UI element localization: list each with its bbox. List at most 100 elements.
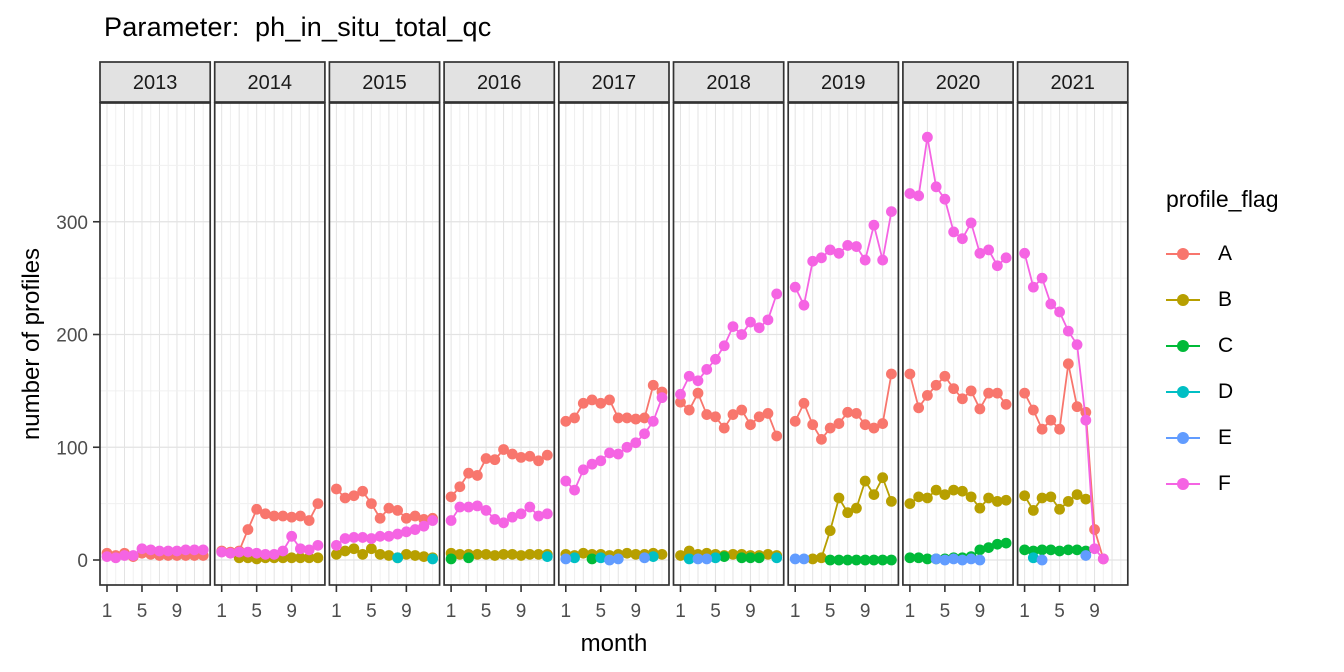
x-tick-label: 1 bbox=[102, 601, 113, 622]
x-tick-label: 1 bbox=[216, 601, 227, 622]
data-point bbox=[357, 532, 369, 543]
data-point bbox=[348, 490, 360, 502]
data-point bbox=[630, 548, 642, 560]
data-point bbox=[868, 422, 880, 434]
data-point bbox=[400, 526, 412, 538]
facet-strip bbox=[213, 61, 326, 103]
data-point bbox=[1089, 524, 1100, 535]
data-point bbox=[171, 545, 183, 557]
data-point bbox=[560, 475, 572, 487]
series-D bbox=[683, 552, 783, 565]
series-B bbox=[904, 484, 1012, 514]
x-tick-label: 1 bbox=[331, 601, 342, 622]
data-point bbox=[948, 553, 960, 565]
data-point bbox=[119, 550, 130, 561]
facet-strip-label: 2018 bbox=[706, 72, 751, 94]
data-point bbox=[745, 316, 756, 328]
data-point bbox=[1071, 544, 1083, 556]
data-point bbox=[242, 546, 254, 558]
data-point bbox=[1071, 489, 1083, 501]
data-point bbox=[736, 404, 748, 416]
x-tick-label: 5 bbox=[825, 601, 836, 622]
data-point bbox=[956, 554, 968, 566]
series-C bbox=[824, 554, 897, 566]
legend-entry-label: C bbox=[1218, 334, 1234, 357]
data-point bbox=[798, 397, 810, 409]
data-point bbox=[701, 553, 713, 565]
data-point bbox=[357, 548, 369, 560]
data-point bbox=[331, 548, 342, 560]
data-point bbox=[904, 188, 916, 199]
data-point bbox=[762, 314, 774, 326]
data-point bbox=[392, 528, 404, 540]
x-tick-label: 5 bbox=[137, 601, 148, 622]
data-point bbox=[745, 419, 756, 431]
series-A bbox=[445, 444, 553, 503]
data-point bbox=[454, 548, 466, 560]
chart-title: Parameter: ph_in_situ_total_qc bbox=[104, 12, 492, 42]
data-point bbox=[365, 533, 377, 544]
facet-strip-label: 2013 bbox=[133, 72, 178, 94]
data-point bbox=[692, 553, 704, 565]
data-point bbox=[833, 418, 845, 429]
panel-border bbox=[902, 102, 1014, 586]
data-point bbox=[286, 552, 298, 564]
data-point bbox=[383, 550, 395, 561]
data-point bbox=[877, 472, 889, 484]
data-point bbox=[348, 543, 360, 555]
x-tick-label: 9 bbox=[286, 601, 297, 622]
data-point bbox=[331, 539, 342, 551]
data-point bbox=[816, 433, 827, 445]
facet-2021: 2021 1 5 9 bbox=[1016, 61, 1129, 622]
data-point bbox=[1054, 423, 1065, 435]
data-point bbox=[877, 418, 889, 429]
data-point bbox=[110, 552, 122, 564]
data-point bbox=[480, 548, 492, 560]
data-point bbox=[418, 551, 430, 563]
data-point bbox=[675, 550, 686, 561]
data-point bbox=[586, 394, 598, 406]
data-point bbox=[1080, 493, 1092, 505]
series-line bbox=[1023, 363, 1105, 560]
data-point bbox=[312, 539, 324, 551]
data-point bbox=[753, 411, 765, 423]
data-point bbox=[886, 368, 897, 380]
data-point bbox=[1045, 491, 1057, 503]
data-point bbox=[303, 552, 315, 564]
data-point bbox=[197, 544, 209, 556]
data-point bbox=[515, 550, 527, 561]
data-point bbox=[595, 397, 607, 409]
data-point bbox=[675, 396, 686, 408]
data-point bbox=[904, 552, 916, 564]
data-point bbox=[454, 501, 466, 513]
data-point bbox=[621, 441, 633, 453]
y-tick-label: 0 bbox=[77, 551, 88, 572]
data-point bbox=[357, 485, 369, 497]
facet-2018: 2018 1 5 9 bbox=[672, 61, 785, 622]
facet-2019: 2019 1 5 9 bbox=[787, 61, 900, 622]
panel-border bbox=[557, 102, 670, 586]
data-point bbox=[489, 454, 501, 466]
facet-strip bbox=[787, 61, 900, 103]
x-tick-label: 5 bbox=[1054, 601, 1065, 622]
data-point bbox=[392, 504, 404, 516]
data-point bbox=[233, 546, 245, 558]
y-tick-label: 200 bbox=[56, 326, 88, 347]
data-point bbox=[816, 252, 827, 264]
data-point bbox=[515, 508, 527, 520]
data-point bbox=[277, 545, 289, 557]
data-point bbox=[913, 190, 925, 202]
data-point bbox=[771, 430, 783, 442]
gridlines bbox=[214, 103, 325, 585]
x-axis: 1 5 9 bbox=[790, 585, 870, 622]
data-point bbox=[630, 413, 642, 425]
series-F bbox=[1019, 247, 1109, 565]
data-point bbox=[604, 554, 615, 566]
data-point bbox=[983, 244, 995, 256]
data-point bbox=[1019, 544, 1030, 556]
data-point bbox=[789, 281, 801, 293]
gridlines bbox=[673, 103, 784, 585]
data-point bbox=[145, 544, 157, 556]
data-point bbox=[965, 553, 977, 565]
